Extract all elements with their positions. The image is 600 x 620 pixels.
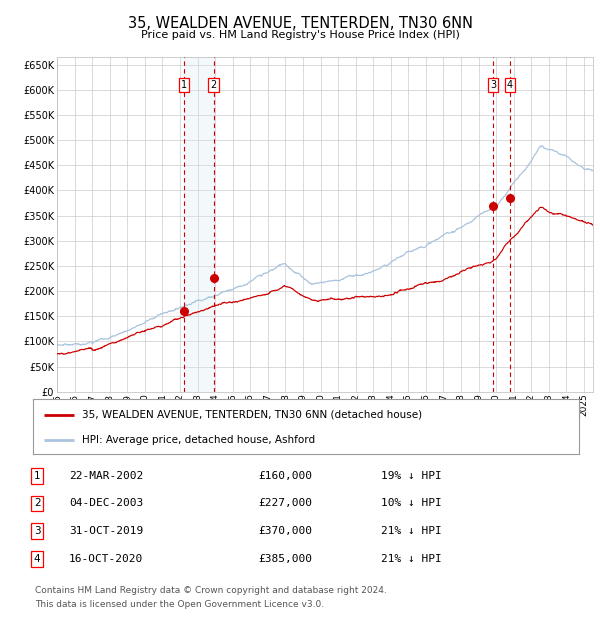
Text: 22-MAR-2002: 22-MAR-2002: [69, 471, 143, 481]
Bar: [184, 57, 214, 392]
Text: 1: 1: [34, 471, 41, 481]
Text: 21% ↓ HPI: 21% ↓ HPI: [381, 554, 442, 564]
Text: 2: 2: [34, 498, 41, 508]
Text: HPI: Average price, detached house, Ashford: HPI: Average price, detached house, Ashf…: [82, 435, 315, 445]
Text: 21% ↓ HPI: 21% ↓ HPI: [381, 526, 442, 536]
Text: 10% ↓ HPI: 10% ↓ HPI: [381, 498, 442, 508]
Text: 3: 3: [490, 80, 496, 90]
Text: 3: 3: [34, 526, 41, 536]
Text: 4: 4: [507, 80, 513, 90]
Text: £227,000: £227,000: [258, 498, 312, 508]
Text: 31-OCT-2019: 31-OCT-2019: [69, 526, 143, 536]
Text: 16-OCT-2020: 16-OCT-2020: [69, 554, 143, 564]
Text: 2: 2: [211, 80, 217, 90]
Text: 1: 1: [181, 80, 187, 90]
Text: 4: 4: [34, 554, 41, 564]
Text: 35, WEALDEN AVENUE, TENTERDEN, TN30 6NN: 35, WEALDEN AVENUE, TENTERDEN, TN30 6NN: [128, 16, 473, 31]
Text: £370,000: £370,000: [258, 526, 312, 536]
Text: This data is licensed under the Open Government Licence v3.0.: This data is licensed under the Open Gov…: [35, 600, 324, 609]
Text: Contains HM Land Registry data © Crown copyright and database right 2024.: Contains HM Land Registry data © Crown c…: [35, 586, 386, 595]
Text: 04-DEC-2003: 04-DEC-2003: [69, 498, 143, 508]
Text: Price paid vs. HM Land Registry's House Price Index (HPI): Price paid vs. HM Land Registry's House …: [140, 30, 460, 40]
Text: £385,000: £385,000: [258, 554, 312, 564]
Text: 19% ↓ HPI: 19% ↓ HPI: [381, 471, 442, 481]
Text: £160,000: £160,000: [258, 471, 312, 481]
Text: 35, WEALDEN AVENUE, TENTERDEN, TN30 6NN (detached house): 35, WEALDEN AVENUE, TENTERDEN, TN30 6NN …: [82, 410, 422, 420]
